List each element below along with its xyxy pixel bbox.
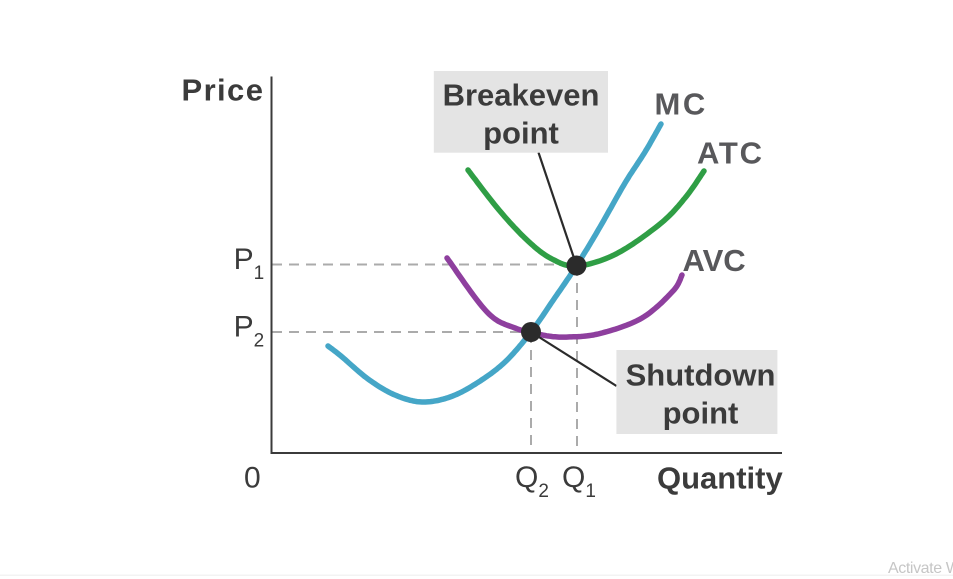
svg-text:0: 0 <box>244 462 261 495</box>
svg-text:P1: P1 <box>234 243 265 284</box>
svg-text:Quantity: Quantity <box>657 461 783 496</box>
svg-text:ATC: ATC <box>697 136 764 171</box>
svg-text:Price: Price <box>182 73 265 108</box>
svg-text:MC: MC <box>655 87 708 122</box>
svg-text:Breakeven: Breakeven <box>443 78 600 113</box>
svg-text:AVC: AVC <box>683 243 746 278</box>
svg-text:Shutdown: Shutdown <box>626 358 776 393</box>
svg-text:point: point <box>483 116 559 151</box>
svg-text:Q2: Q2 <box>515 461 549 502</box>
svg-text:Activate W: Activate W <box>888 560 953 577</box>
svg-text:P2: P2 <box>234 311 265 352</box>
svg-text:Q1: Q1 <box>562 461 596 502</box>
svg-text:point: point <box>663 396 739 431</box>
